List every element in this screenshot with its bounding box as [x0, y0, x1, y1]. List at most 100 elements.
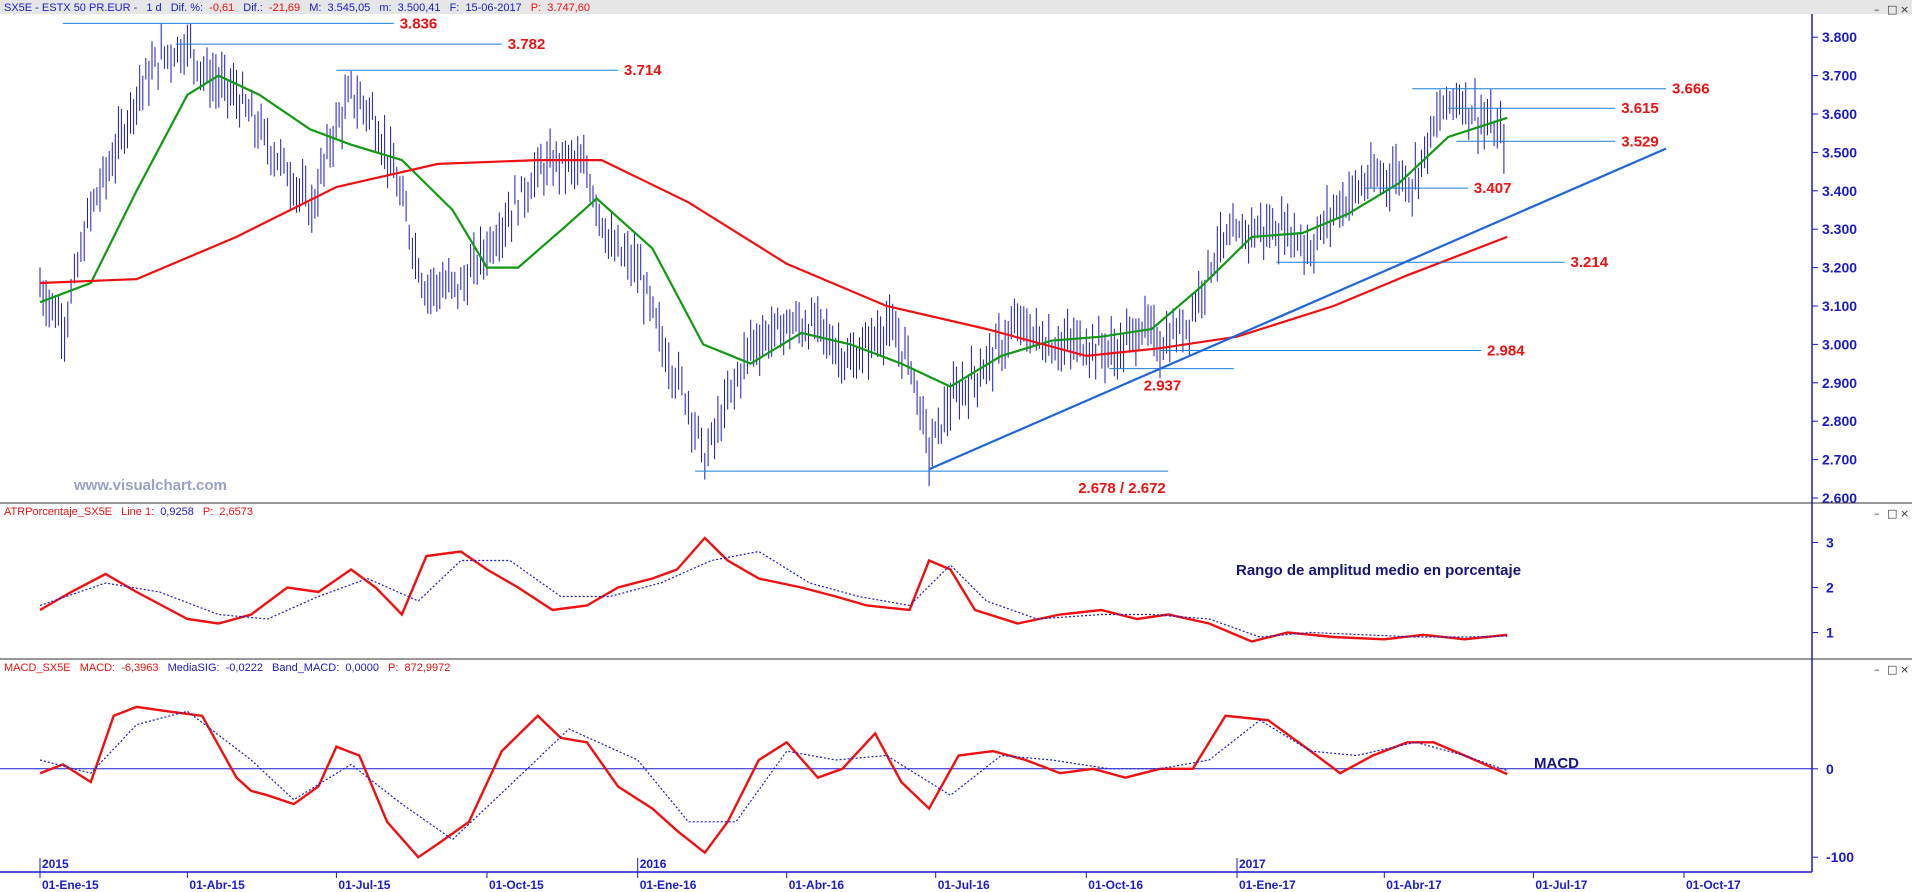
restore-icon[interactable]: □: [1887, 663, 1897, 676]
level-label: 3.666: [1672, 81, 1710, 98]
minimize-icon[interactable]: –: [1874, 663, 1880, 676]
price-y-tick: 3.400: [1822, 183, 1857, 199]
atr-header: ATRPorcentaje_SX5E Line 1: 0,9258 P: 2,6…: [4, 506, 253, 518]
macd-header-sig-label: MediaSIG:: [168, 662, 220, 674]
price-y-tick: 3.100: [1822, 298, 1857, 314]
atr-header-line-label: Line 1:: [121, 506, 154, 518]
macd-header: MACD_SX5E MACD: -6,3963 MediaSIG: -0,022…: [4, 662, 450, 674]
year-label: 2017: [1239, 857, 1266, 871]
level-label: 3.714: [624, 62, 662, 79]
macd-header-band-value: 0,0000: [345, 662, 379, 674]
header-price-label: P:: [531, 2, 541, 14]
atr-panel: ATRPorcentaje_SX5E Line 1: 0,9258 P: 2,6…: [4, 506, 1834, 643]
atr-header-p-label: P:: [203, 506, 213, 518]
macd-header-p-value: 872,9972: [405, 662, 451, 674]
header-min-label: m:: [379, 2, 391, 14]
header-dif: -21,69: [269, 2, 300, 14]
macd-y-tick: 0: [1826, 761, 1834, 777]
price-header-bar: [0, 0, 1912, 14]
x-tick-label: 01-Jul-17: [1535, 878, 1587, 892]
x-tick-label: 01-Abr-17: [1386, 878, 1442, 892]
close-icon[interactable]: ×: [1900, 663, 1909, 676]
level-label: 3.407: [1474, 180, 1512, 197]
atr-y-axis: 3 2 1: [1812, 535, 1834, 641]
header-min: 3.500,41: [398, 2, 441, 14]
price-y-tick: 2.800: [1822, 413, 1857, 429]
atr-main-line: [39, 536, 1508, 643]
x-tick-label: 01-Oct-15: [489, 878, 544, 892]
watermark: www.visualchart.com: [73, 477, 227, 494]
close-icon[interactable]: ×: [1900, 3, 1909, 16]
level-label: 3.615: [1621, 100, 1659, 117]
x-tick-label: 01-Jul-16: [938, 878, 990, 892]
header-difpct-label: Dif. %:: [171, 2, 203, 14]
macd-y-tick: -100: [1826, 849, 1854, 865]
price-y-tick: 3.300: [1822, 221, 1857, 237]
price-y-tick: 2.900: [1822, 375, 1857, 391]
price-y-tick: 2.600: [1822, 490, 1857, 506]
x-tick-label: 01-Oct-16: [1088, 878, 1143, 892]
macd-plot: [0, 705, 1812, 859]
level-label: 3.836: [400, 15, 438, 32]
atr-y-tick: 3: [1826, 535, 1834, 551]
x-tick-label: 01-Abr-15: [189, 878, 245, 892]
macd-annotation: MACD: [1534, 755, 1579, 772]
macd-header-band-label: Band_MACD:: [272, 662, 339, 674]
restore-icon[interactable]: □: [1887, 3, 1897, 16]
atr-annotation: Rango de amplitud medio en porcentaje: [1236, 562, 1521, 579]
x-tick-label: 01-Abr-16: [789, 878, 845, 892]
ma-slow-line: [39, 159, 1508, 358]
x-tick-label: 01-Ene-16: [640, 878, 697, 892]
x-tick-label: 01-Ene-17: [1239, 878, 1296, 892]
minimize-icon[interactable]: –: [1874, 507, 1880, 520]
atr-plot: [39, 536, 1508, 643]
header-max: 3.545,05: [327, 2, 370, 14]
x-axis: 01-Ene-15 01-Abr-15 01-Jul-15 01-Oct-15 01-E…: [39, 857, 1741, 892]
header-dif-label: Dif.:: [243, 2, 263, 14]
price-y-tick: 3.600: [1822, 106, 1857, 122]
minimize-icon[interactable]: –: [1874, 3, 1880, 16]
x-tick-label: 01-Ene-15: [42, 878, 99, 892]
restore-icon[interactable]: □: [1887, 507, 1897, 520]
ma-fast-line: [39, 74, 1508, 388]
price-header: SX5E - ESTX 50 PR.EUR - 1 d Dif. %: -0,6…: [4, 2, 590, 14]
price-y-tick: 3.200: [1822, 260, 1857, 276]
close-icon[interactable]: ×: [1900, 507, 1909, 520]
header-symbol: SX5E - ESTX 50 PR.EUR -: [4, 2, 138, 14]
macd-y-axis: 0 -100: [1812, 761, 1854, 865]
atr-header-p-value: 2,6573: [219, 506, 253, 518]
atr-y-tick: 1: [1826, 625, 1834, 641]
atr-signal-line: [39, 550, 1508, 638]
header-date-label: F:: [450, 2, 460, 14]
level-label: 3.214: [1571, 254, 1609, 271]
macd-signal-line: [39, 710, 1508, 841]
macd-header-macd-value: -6,3963: [121, 662, 158, 674]
header-max-label: M:: [309, 2, 321, 14]
macd-header-sig-value: -0,0222: [226, 662, 263, 674]
macd-main-line: [39, 705, 1508, 859]
macd-header-macd-label: MACD:: [80, 662, 115, 674]
price-y-tick: 3.800: [1822, 29, 1857, 45]
atr-header-line-value: 0,9258: [160, 506, 194, 518]
price-plot: 3.836 3.782 3.714 3.666 3.615 3.529 3.407 3.214…: [39, 15, 1710, 497]
atr-header-name: ATRPorcentaje_SX5E: [4, 506, 112, 518]
year-label: 2016: [640, 857, 667, 871]
macd-header-p-label: P:: [388, 662, 398, 674]
year-label: 2015: [42, 857, 69, 871]
price-y-axis: 3.800 3.700 3.600 3.500 3.400 3.300 3.200 3.100…: [1812, 29, 1857, 506]
trendline: [928, 147, 1667, 471]
level-label: 3.529: [1621, 133, 1659, 150]
price-y-tick: 3.500: [1822, 144, 1857, 160]
x-tick-label: 01-Oct-17: [1686, 878, 1741, 892]
price-y-tick: 2.700: [1822, 452, 1857, 468]
macd-panel: MACD_SX5E MACD: -6,3963 MediaSIG: -0,022…: [0, 662, 1854, 865]
header-date: 15-06-2017: [465, 2, 521, 14]
header-period: 1 d: [146, 2, 161, 14]
panel-window-buttons: – □ ×– □ ×– □ ×: [1874, 3, 1909, 676]
atr-y-tick: 2: [1826, 580, 1834, 596]
level-label: 2.937: [1144, 378, 1182, 395]
price-y-tick: 3.000: [1822, 336, 1857, 352]
x-tick-label: 01-Jul-15: [338, 878, 390, 892]
macd-header-name: MACD_SX5E: [4, 662, 71, 674]
